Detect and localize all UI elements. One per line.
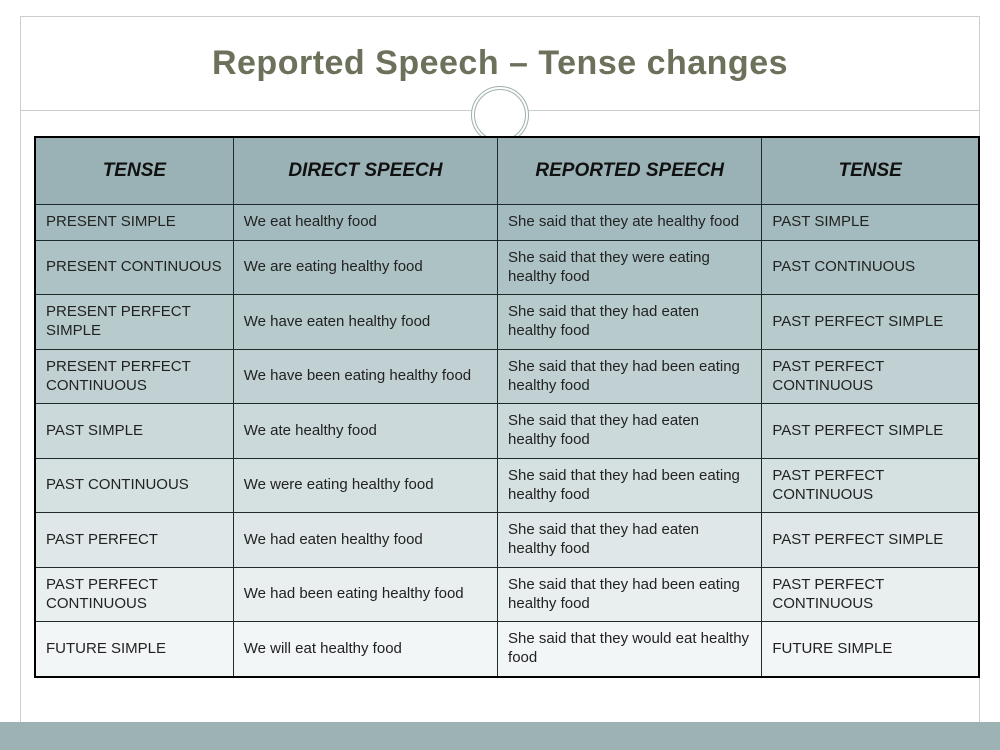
table-cell: We will eat healthy food: [233, 622, 497, 677]
table-cell: She said that they were eating healthy f…: [498, 240, 762, 295]
table-cell: PAST PERFECT CONTINUOUS: [762, 567, 979, 622]
table-cell: We had eaten healthy food: [233, 513, 497, 568]
table-cell: She said that they had been eating healt…: [498, 458, 762, 513]
table-row: PRESENT PERFECT CONTINUOUSWe have been e…: [35, 349, 979, 404]
table-cell: We eat healthy food: [233, 205, 497, 241]
table-cell: PRESENT PERFECT CONTINUOUS: [35, 349, 233, 404]
col-header-direct-speech: DIRECT SPEECH: [233, 137, 497, 205]
table-cell: PAST PERFECT SIMPLE: [762, 513, 979, 568]
tense-table-container: TENSE DIRECT SPEECH REPORTED SPEECH TENS…: [34, 136, 980, 678]
table-row: PAST PERFECT CONTINUOUSWe had been eatin…: [35, 567, 979, 622]
table-row: PAST SIMPLEWe ate healthy foodShe said t…: [35, 404, 979, 459]
table-cell: PAST CONTINUOUS: [762, 240, 979, 295]
slide: Reported Speech – Tense changes TENSE DI…: [0, 0, 1000, 750]
table-cell: We are eating healthy food: [233, 240, 497, 295]
table-cell: PAST CONTINUOUS: [35, 458, 233, 513]
table-cell: She said that they had been eating healt…: [498, 349, 762, 404]
table-row: PRESENT SIMPLEWe eat healthy foodShe sai…: [35, 205, 979, 241]
table-row: FUTURE SIMPLEWe will eat healthy foodShe…: [35, 622, 979, 677]
table-cell: FUTURE SIMPLE: [762, 622, 979, 677]
table-row: PRESENT PERFECT SIMPLEWe have eaten heal…: [35, 295, 979, 350]
table-cell: PAST SIMPLE: [762, 205, 979, 241]
table-body: PRESENT SIMPLEWe eat healthy foodShe sai…: [35, 205, 979, 677]
bottom-strip: [0, 722, 1000, 750]
table-cell: We ate healthy food: [233, 404, 497, 459]
table-cell: PAST PERFECT CONTINUOUS: [35, 567, 233, 622]
table-row: PAST CONTINUOUSWe were eating healthy fo…: [35, 458, 979, 513]
table-cell: She said that they had eaten healthy foo…: [498, 295, 762, 350]
table-cell: PAST PERFECT SIMPLE: [762, 404, 979, 459]
table-row: PRESENT CONTINUOUSWe are eating healthy …: [35, 240, 979, 295]
table-cell: She said that they had eaten healthy foo…: [498, 404, 762, 459]
col-header-tense-left: TENSE: [35, 137, 233, 205]
table-cell: She said that they had eaten healthy foo…: [498, 513, 762, 568]
table-cell: She said that they ate healthy food: [498, 205, 762, 241]
col-header-tense-right: TENSE: [762, 137, 979, 205]
table-cell: We have been eating healthy food: [233, 349, 497, 404]
table-header-row: TENSE DIRECT SPEECH REPORTED SPEECH TENS…: [35, 137, 979, 205]
col-header-reported-speech: REPORTED SPEECH: [498, 137, 762, 205]
table-cell: PAST PERFECT: [35, 513, 233, 568]
table-cell: PAST SIMPLE: [35, 404, 233, 459]
table-cell: FUTURE SIMPLE: [35, 622, 233, 677]
table-cell: PAST PERFECT CONTINUOUS: [762, 349, 979, 404]
table-cell: PRESENT CONTINUOUS: [35, 240, 233, 295]
table-cell: PAST PERFECT SIMPLE: [762, 295, 979, 350]
table-cell: She said that they had been eating healt…: [498, 567, 762, 622]
table-cell: PRESENT PERFECT SIMPLE: [35, 295, 233, 350]
table-cell: PAST PERFECT CONTINUOUS: [762, 458, 979, 513]
tense-table: TENSE DIRECT SPEECH REPORTED SPEECH TENS…: [34, 136, 980, 678]
table-cell: We had been eating healthy food: [233, 567, 497, 622]
table-row: PAST PERFECTWe had eaten healthy foodShe…: [35, 513, 979, 568]
table-cell: We were eating healthy food: [233, 458, 497, 513]
slide-title: Reported Speech – Tense changes: [212, 44, 788, 83]
table-cell: PRESENT SIMPLE: [35, 205, 233, 241]
table-cell: She said that they would eat healthy foo…: [498, 622, 762, 677]
table-cell: We have eaten healthy food: [233, 295, 497, 350]
